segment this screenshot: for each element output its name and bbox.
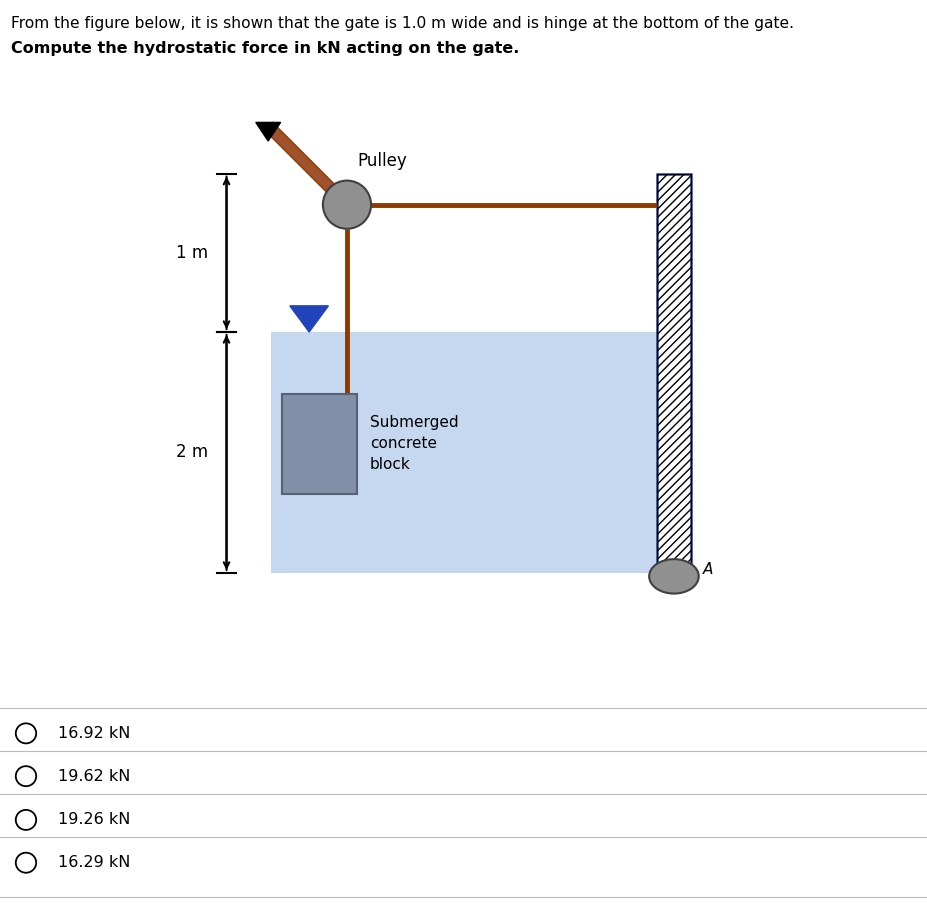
Polygon shape <box>289 306 328 332</box>
Bar <box>271 332 656 573</box>
Text: From the figure below, it is shown that the gate is 1.0 m wide and is hinge at t: From the figure below, it is shown that … <box>11 16 794 31</box>
Polygon shape <box>256 122 280 141</box>
Text: A: A <box>702 562 713 577</box>
Ellipse shape <box>649 559 698 594</box>
Text: 19.62 kN: 19.62 kN <box>57 769 130 783</box>
Circle shape <box>323 180 371 229</box>
Bar <box>656 174 691 573</box>
Text: 16.92 kN: 16.92 kN <box>57 726 130 741</box>
Text: 19.26 kN: 19.26 kN <box>57 813 130 827</box>
Text: Submerged
concrete
block: Submerged concrete block <box>369 415 458 473</box>
Text: 16.29 kN: 16.29 kN <box>57 855 130 870</box>
Bar <box>281 394 357 494</box>
Text: 2 m: 2 m <box>176 444 208 462</box>
Text: Compute the hydrostatic force in kN acting on the gate.: Compute the hydrostatic force in kN acti… <box>11 41 519 56</box>
Text: Pulley: Pulley <box>357 152 407 170</box>
Bar <box>656 174 691 573</box>
Text: 1 m: 1 m <box>176 244 208 261</box>
